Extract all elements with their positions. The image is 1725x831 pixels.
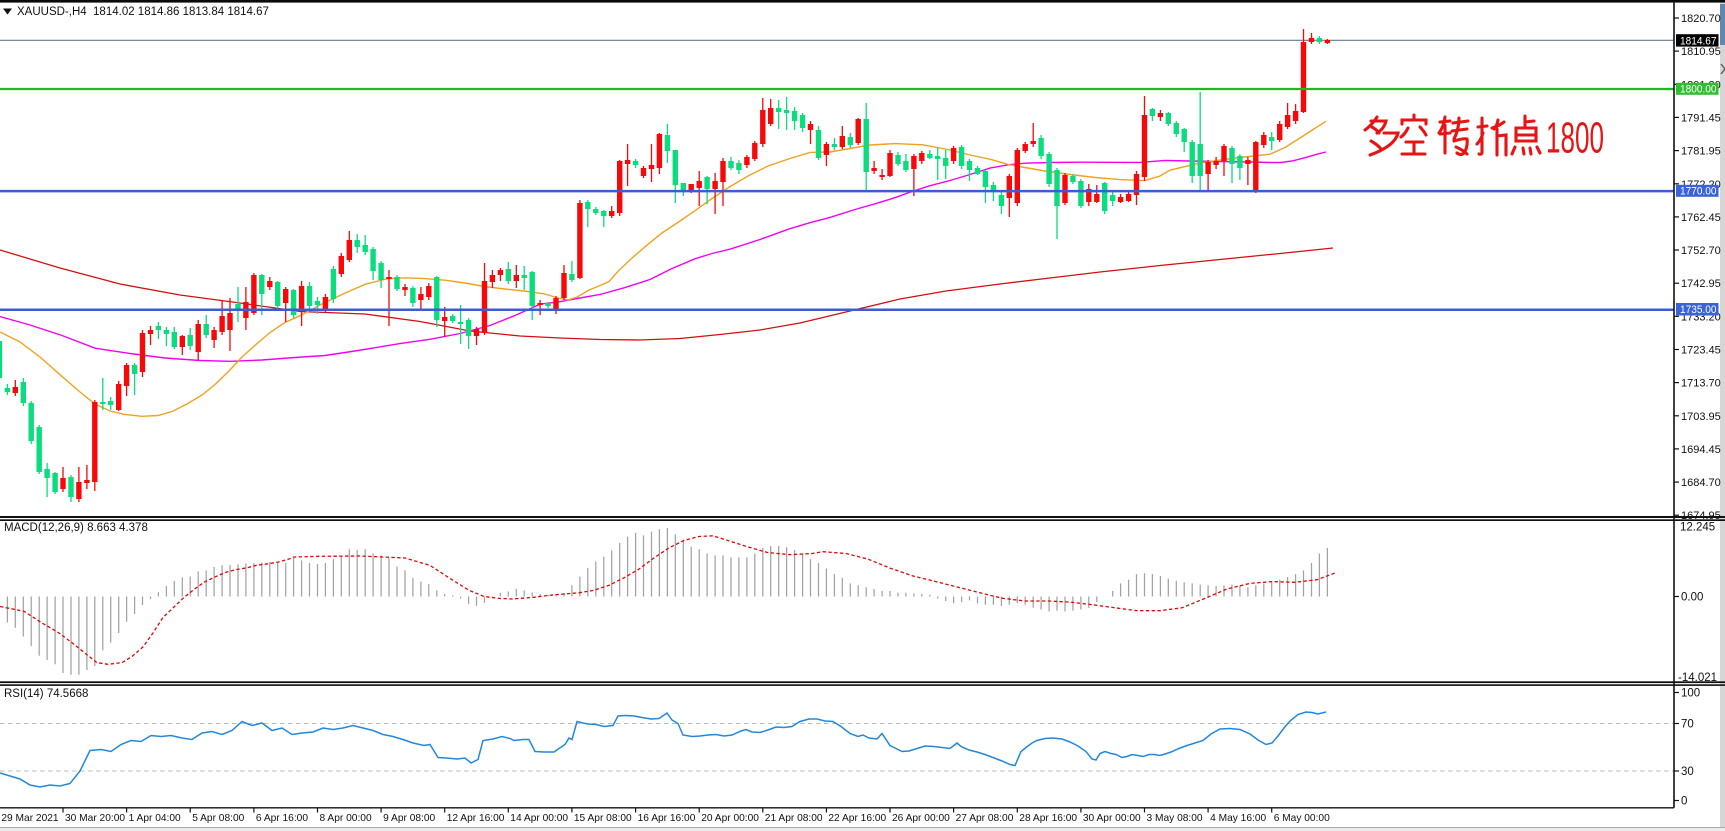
svg-text:9 Apr 08:00: 9 Apr 08:00 [383,813,435,824]
svg-text:12.245: 12.245 [1680,522,1715,534]
svg-text:1820.70: 1820.70 [1681,13,1721,25]
svg-text:5 Apr 08:00: 5 Apr 08:00 [192,813,244,824]
svg-text:1800.00: 1800.00 [1680,83,1717,95]
svg-text:1770.00: 1770.00 [1680,185,1717,197]
svg-text:100: 100 [1681,688,1700,700]
svg-text:XAUUSD-,H4 1814.02 1814.86 18: XAUUSD-,H4 1814.02 1814.86 1813.84 1814.… [17,6,269,18]
svg-text:27 Apr 08:00: 27 Apr 08:00 [956,813,1014,824]
svg-text:1781.95: 1781.95 [1681,146,1721,158]
svg-text:30 Apr 00:00: 30 Apr 00:00 [1083,813,1141,824]
svg-text:1 Apr 04:00: 1 Apr 04:00 [129,813,181,824]
svg-text:4 May 16:00: 4 May 16:00 [1210,813,1266,824]
svg-text:1694.45: 1694.45 [1681,444,1721,456]
svg-text:1684.70: 1684.70 [1681,477,1721,489]
svg-text:1723.45: 1723.45 [1681,345,1721,357]
svg-text:1735.00: 1735.00 [1680,304,1717,316]
svg-text:-14.021: -14.021 [1678,672,1717,684]
svg-text:3 May 08:00: 3 May 08:00 [1147,813,1203,824]
svg-text:1800: 1800 [1546,114,1604,163]
svg-text:0.00: 0.00 [1681,592,1703,604]
svg-text:1742.95: 1742.95 [1681,278,1721,290]
svg-text:8 Apr 00:00: 8 Apr 00:00 [320,813,372,824]
svg-text:0: 0 [1681,796,1687,808]
svg-text:30 Mar 20:00: 30 Mar 20:00 [65,813,125,824]
svg-text:6 May 00:00: 6 May 00:00 [1274,813,1330,824]
svg-text:6 Apr 16:00: 6 Apr 16:00 [256,813,308,824]
svg-text:1703.95: 1703.95 [1681,411,1721,423]
svg-text:1674.95: 1674.95 [1681,510,1721,522]
svg-text:70: 70 [1681,719,1694,731]
svg-text:1713.70: 1713.70 [1681,378,1721,390]
svg-text:30: 30 [1681,766,1694,778]
svg-text:29 Mar 2021: 29 Mar 2021 [1,813,59,824]
svg-text:21 Apr 08:00: 21 Apr 08:00 [765,813,823,824]
svg-text:22 Apr 16:00: 22 Apr 16:00 [828,813,886,824]
svg-text:1814.67: 1814.67 [1680,35,1717,47]
svg-text:16 Apr 16:00: 16 Apr 16:00 [638,813,696,824]
svg-text:MACD(12,26,9) 8.663 4.378: MACD(12,26,9) 8.663 4.378 [4,522,148,534]
svg-text:20 Apr 00:00: 20 Apr 00:00 [701,813,759,824]
svg-text:15 Apr 08:00: 15 Apr 08:00 [574,813,632,824]
svg-text:28 Apr 16:00: 28 Apr 16:00 [1019,813,1077,824]
svg-text:1791.45: 1791.45 [1681,112,1721,124]
svg-text:12 Apr 16:00: 12 Apr 16:00 [447,813,505,824]
svg-text:14 Apr 00:00: 14 Apr 00:00 [510,813,568,824]
svg-text:RSI(14) 74.5668: RSI(14) 74.5668 [4,688,88,700]
svg-text:26 Apr 00:00: 26 Apr 00:00 [892,813,950,824]
svg-text:1810.95: 1810.95 [1681,46,1721,58]
svg-text:1752.70: 1752.70 [1681,245,1721,257]
svg-text:1762.45: 1762.45 [1681,212,1721,224]
